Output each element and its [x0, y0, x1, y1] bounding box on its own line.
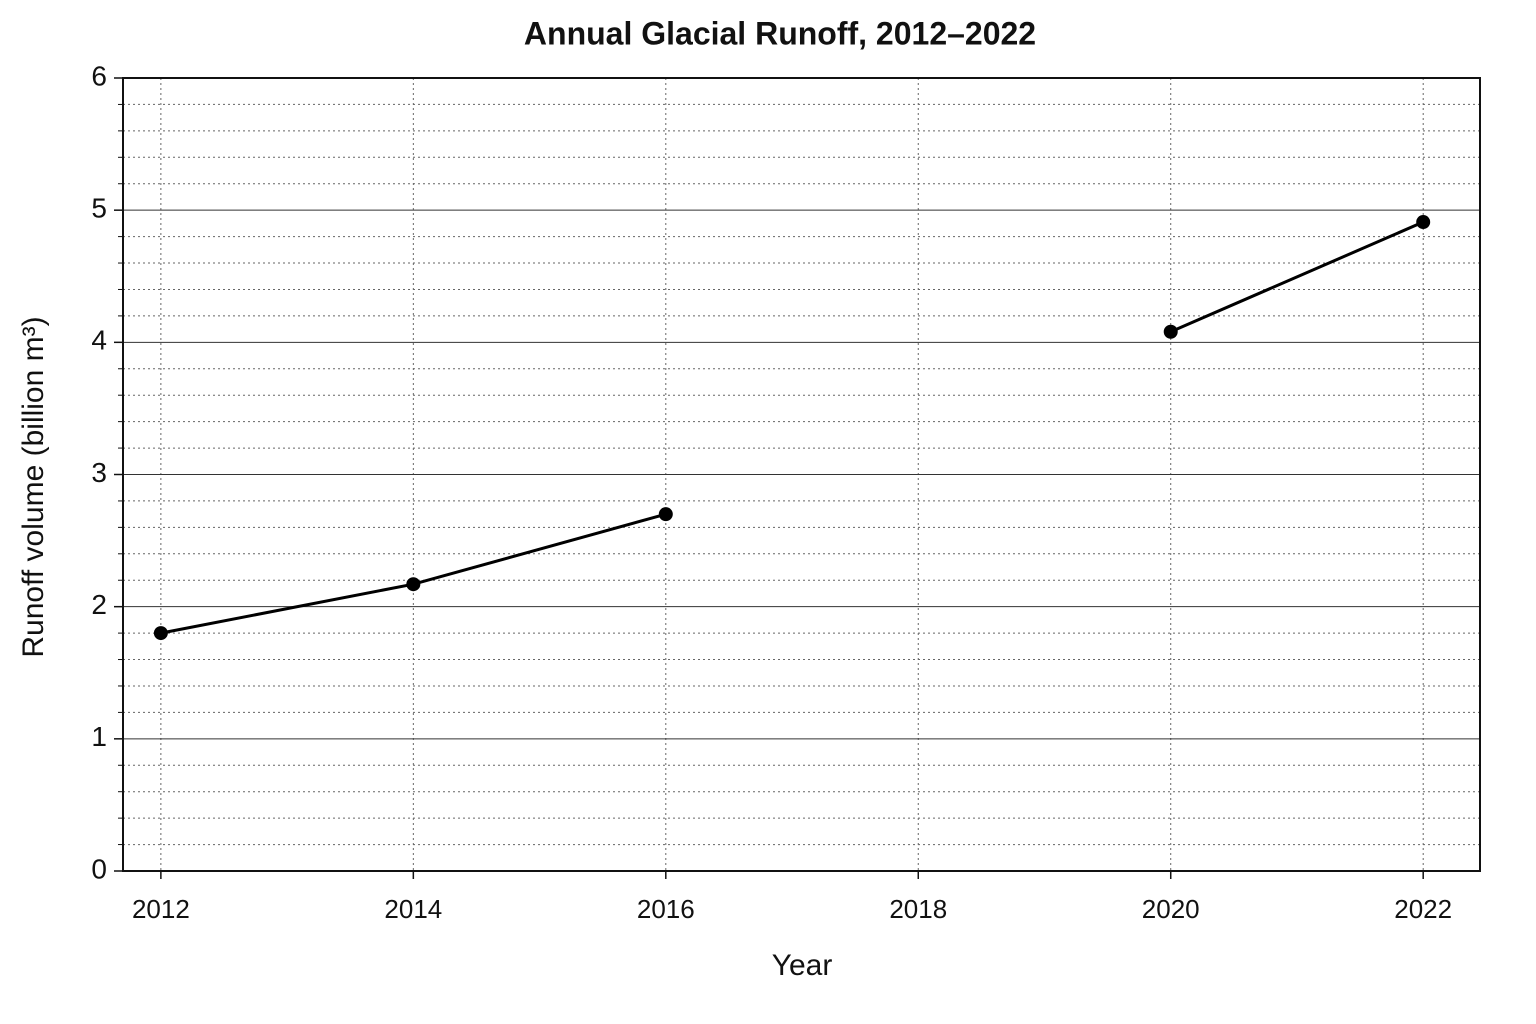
x-tick-label: 2018 [889, 894, 947, 924]
x-tick-label: 2020 [1142, 894, 1200, 924]
data-point [153, 626, 168, 641]
y-tick-label: 4 [91, 325, 107, 356]
data-point [1163, 324, 1178, 339]
data-point [406, 577, 421, 592]
x-tick-label: 2022 [1394, 894, 1452, 924]
y-tick-label: 5 [91, 193, 107, 224]
x-tick-label: 2014 [384, 894, 442, 924]
x-axis-label: Year [772, 949, 833, 982]
y-tick-label: 3 [91, 457, 107, 488]
y-axis-label: Runoff volume (billion m³) [17, 316, 50, 657]
data-line [160, 220, 1424, 635]
chart-title: Annual Glacial Runoff, 2012–2022 [524, 15, 1036, 51]
y-tick-label: 2 [91, 589, 107, 620]
y-tick-label: 0 [91, 853, 107, 884]
y-tick-label: 6 [91, 60, 107, 91]
data-point [658, 507, 673, 522]
x-tick-label: 2016 [637, 894, 695, 924]
y-tick-label: 1 [91, 721, 107, 752]
plot-frame [122, 77, 1481, 872]
data-point [1416, 215, 1431, 230]
x-tick-label: 2012 [132, 894, 190, 924]
